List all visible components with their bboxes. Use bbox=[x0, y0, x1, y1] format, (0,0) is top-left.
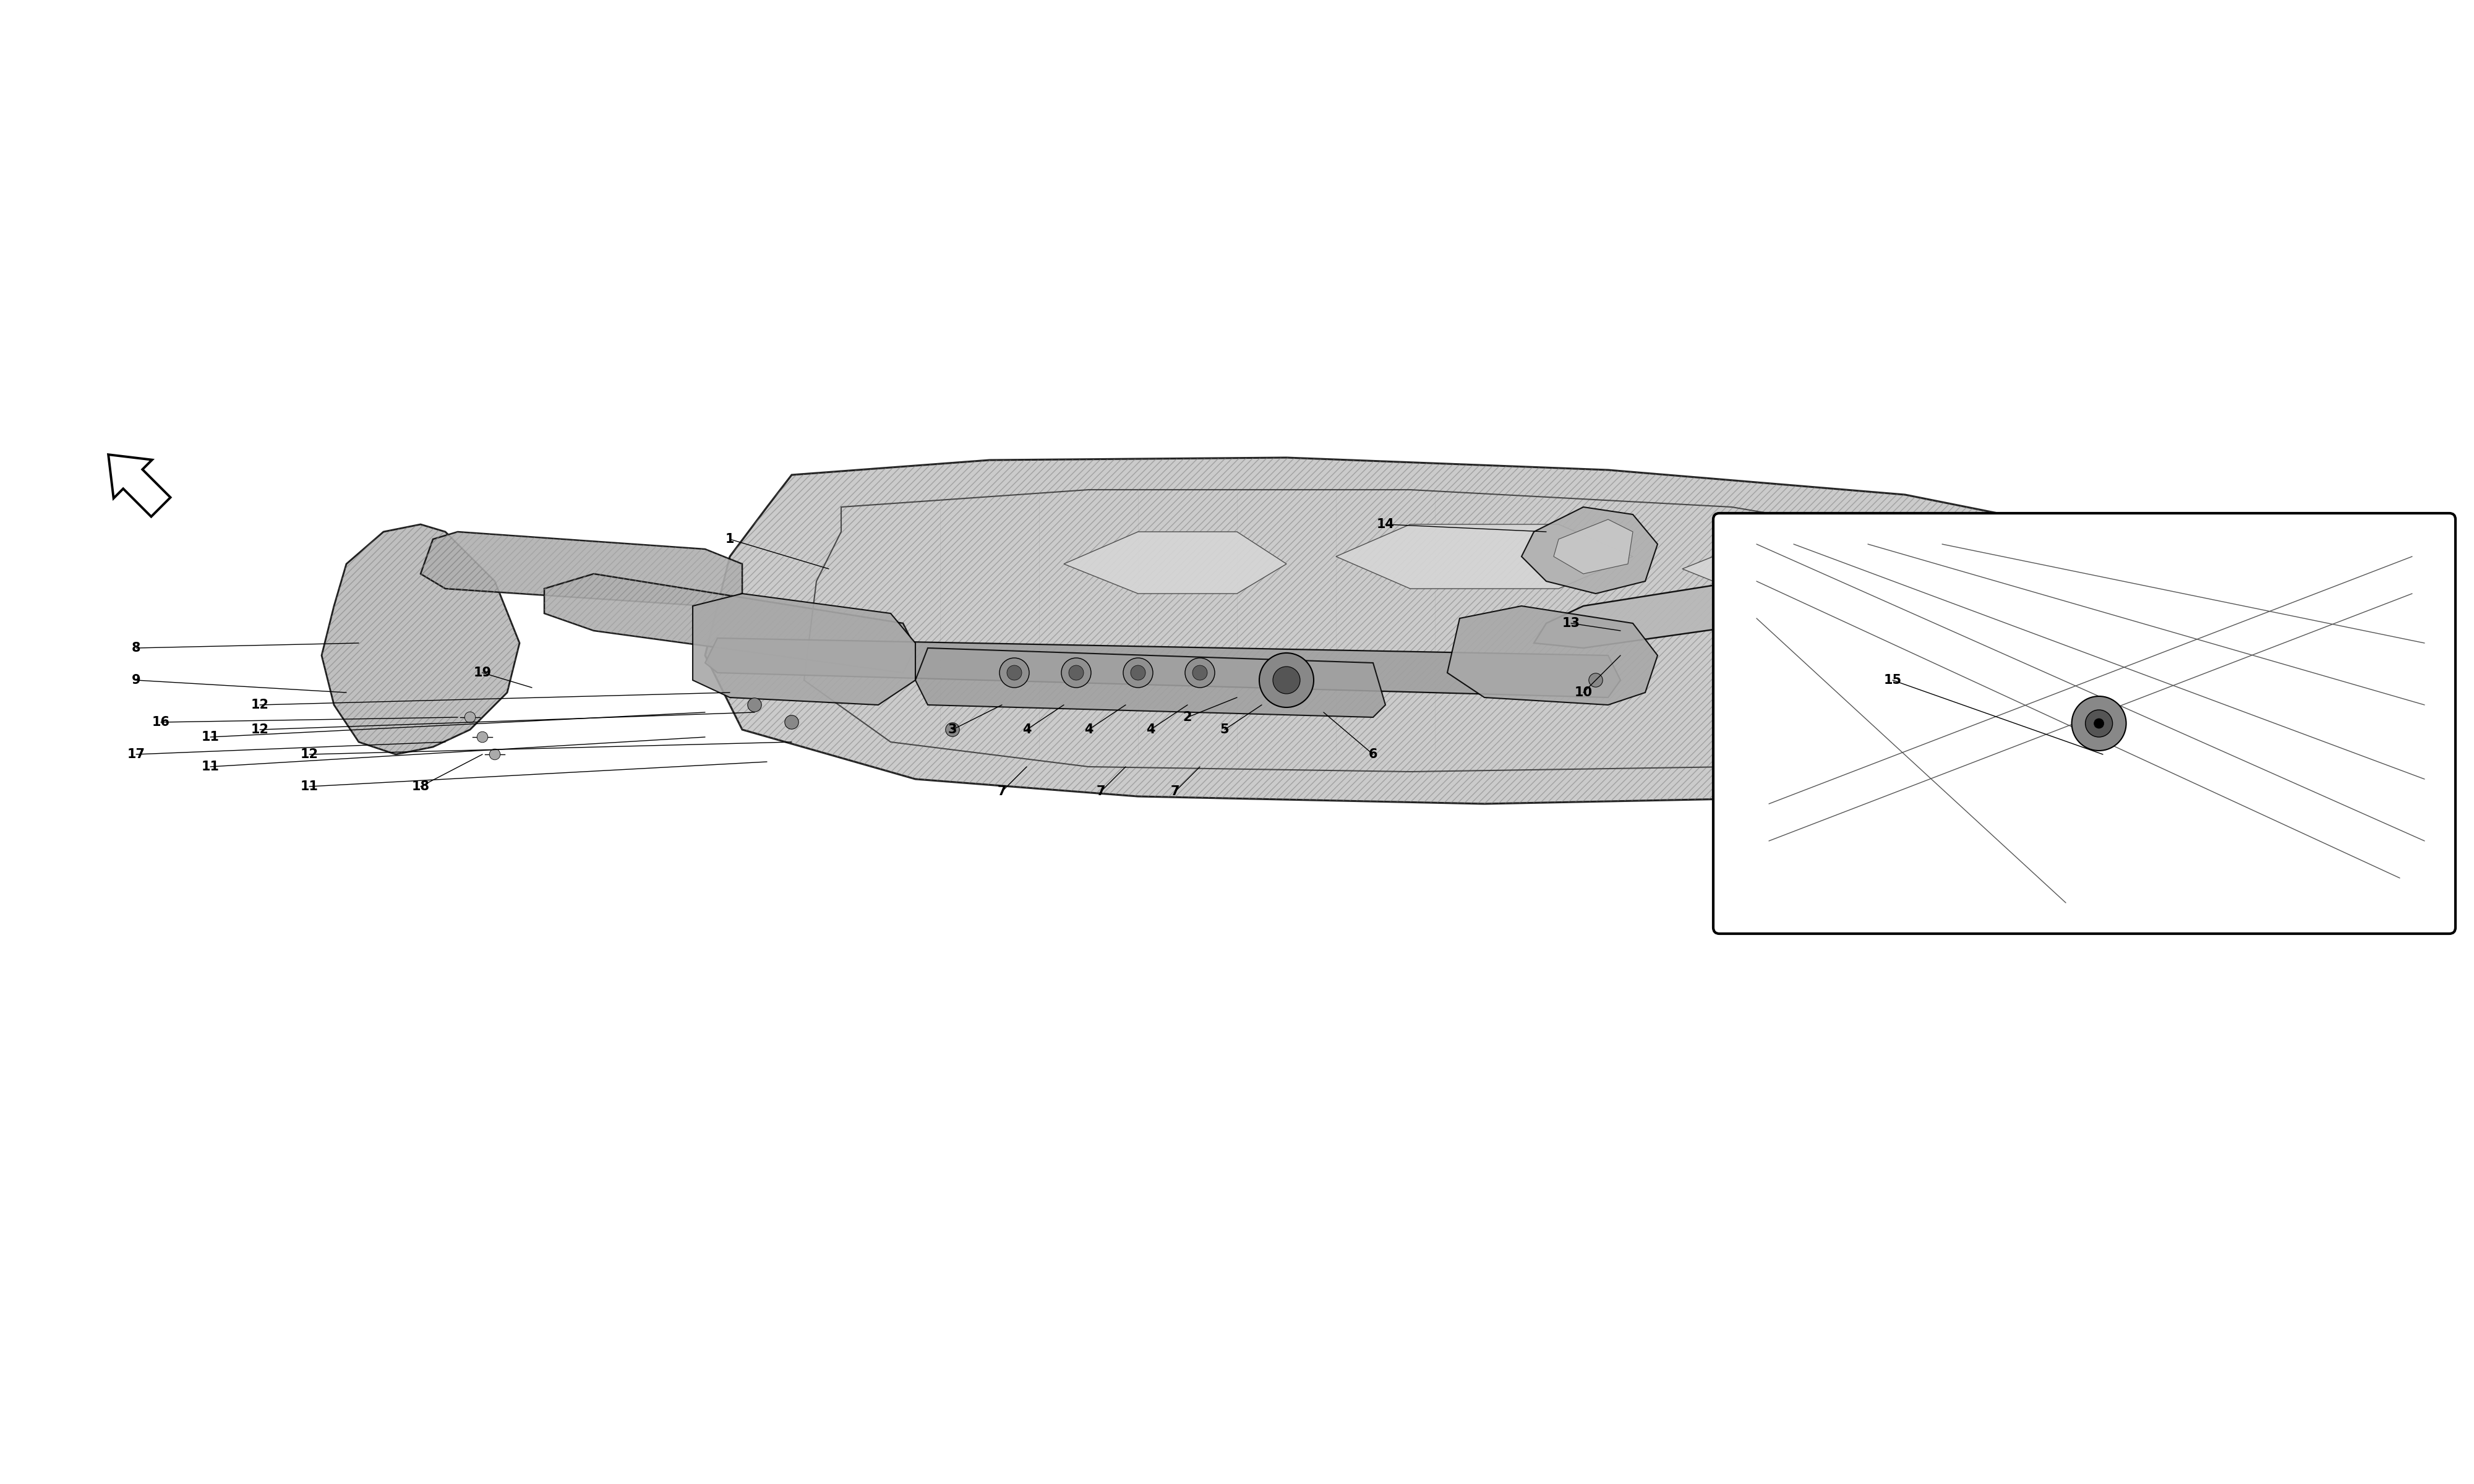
Circle shape bbox=[747, 697, 762, 712]
Circle shape bbox=[1588, 674, 1603, 687]
Text: 3: 3 bbox=[948, 723, 957, 736]
Polygon shape bbox=[705, 638, 1620, 697]
Circle shape bbox=[2086, 709, 2113, 738]
Text: 11: 11 bbox=[200, 730, 220, 743]
Polygon shape bbox=[915, 649, 1385, 717]
Text: 12: 12 bbox=[250, 699, 270, 711]
Text: 11: 11 bbox=[299, 781, 319, 792]
Text: 17: 17 bbox=[126, 748, 146, 760]
Text: 13: 13 bbox=[1561, 617, 1581, 629]
Text: 9: 9 bbox=[131, 674, 141, 686]
Polygon shape bbox=[1554, 519, 1633, 574]
Text: 7: 7 bbox=[997, 785, 1007, 798]
Circle shape bbox=[1061, 657, 1091, 687]
Text: 12: 12 bbox=[299, 748, 319, 760]
Polygon shape bbox=[1064, 531, 1286, 594]
Circle shape bbox=[1131, 665, 1145, 680]
Circle shape bbox=[477, 732, 487, 742]
Text: 14: 14 bbox=[1376, 518, 1395, 530]
Circle shape bbox=[784, 715, 799, 729]
Text: 2: 2 bbox=[1183, 711, 1192, 723]
Text: 1: 1 bbox=[725, 533, 735, 545]
Text: 6: 6 bbox=[1368, 748, 1378, 760]
Polygon shape bbox=[705, 457, 2239, 804]
Polygon shape bbox=[421, 531, 742, 605]
FancyBboxPatch shape bbox=[1712, 513, 2454, 933]
Polygon shape bbox=[322, 524, 520, 754]
Text: 12: 12 bbox=[250, 723, 270, 736]
Circle shape bbox=[1185, 657, 1215, 687]
Circle shape bbox=[1069, 665, 1084, 680]
Text: 4: 4 bbox=[1022, 723, 1032, 736]
Text: 16: 16 bbox=[151, 715, 171, 729]
Text: 11: 11 bbox=[200, 760, 220, 773]
Circle shape bbox=[1007, 665, 1022, 680]
Polygon shape bbox=[693, 594, 915, 705]
Circle shape bbox=[2093, 718, 2103, 729]
Polygon shape bbox=[1522, 508, 1658, 594]
Text: 18: 18 bbox=[411, 781, 430, 792]
Circle shape bbox=[1272, 666, 1301, 693]
Text: 5: 5 bbox=[1220, 723, 1230, 736]
Text: 7: 7 bbox=[1096, 785, 1106, 798]
Polygon shape bbox=[109, 454, 171, 516]
Text: 15: 15 bbox=[1883, 674, 1903, 686]
Circle shape bbox=[1259, 653, 1314, 708]
Circle shape bbox=[945, 723, 960, 736]
Text: 7: 7 bbox=[1170, 785, 1180, 798]
Circle shape bbox=[2071, 696, 2125, 751]
Polygon shape bbox=[1682, 539, 1954, 598]
Circle shape bbox=[1123, 657, 1153, 687]
Text: 10: 10 bbox=[1573, 686, 1593, 699]
Text: 4: 4 bbox=[1145, 723, 1155, 736]
Polygon shape bbox=[2004, 568, 2152, 631]
Circle shape bbox=[490, 749, 500, 760]
Polygon shape bbox=[1447, 605, 1658, 705]
Circle shape bbox=[999, 657, 1029, 687]
Polygon shape bbox=[544, 574, 915, 672]
Text: 8: 8 bbox=[131, 641, 141, 654]
Polygon shape bbox=[1534, 549, 1979, 649]
Text: 19: 19 bbox=[473, 666, 492, 680]
Polygon shape bbox=[1336, 524, 1633, 589]
Circle shape bbox=[465, 712, 475, 723]
Circle shape bbox=[1192, 665, 1207, 680]
Text: 4: 4 bbox=[1084, 723, 1094, 736]
